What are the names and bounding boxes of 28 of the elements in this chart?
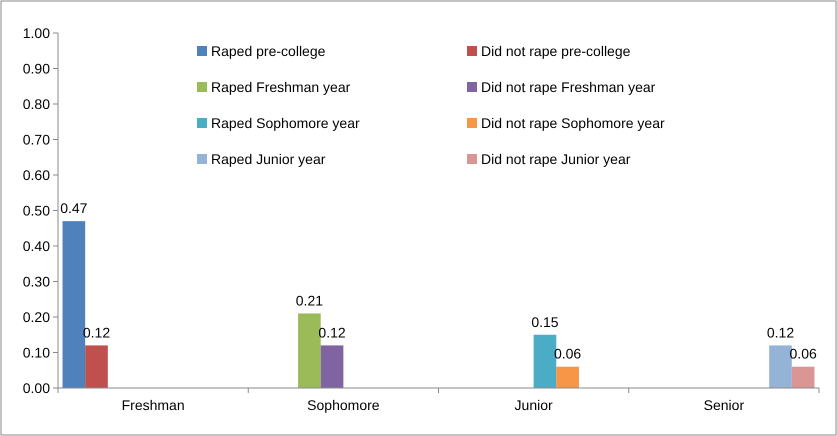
y-tick-label: 0.70 (22, 131, 50, 148)
x-tick-label: Freshman (122, 397, 185, 413)
legend-label: Did not rape pre-college (481, 42, 631, 59)
x-tick-label: Sophomore (307, 397, 380, 413)
legend-label: Did not rape Sophomore year (481, 114, 665, 131)
y-tick-label: 0.00 (22, 380, 50, 396)
legend-label: Did not rape Freshman year (481, 78, 656, 95)
y-tick-label: 0.80 (22, 96, 50, 112)
data-label: 0.12 (766, 324, 794, 340)
y-tick-label: 0.40 (22, 238, 50, 254)
data-label: 0.15 (531, 314, 559, 330)
legend-label: Did not rape Junior year (481, 150, 631, 167)
x-tick-label: Senior (704, 397, 744, 413)
legend-label: Raped Junior year (211, 150, 326, 167)
y-tick-label: 0.30 (22, 273, 50, 290)
legend-label: Raped pre-college (211, 42, 326, 59)
y-tick-label: 0.90 (22, 60, 50, 76)
legend-label: Raped Freshman year (211, 78, 351, 95)
data-label: 0.47 (60, 200, 88, 216)
data-label: 0.06 (790, 346, 817, 362)
y-tick-label: 0.20 (22, 308, 50, 325)
y-tick-label: 0.50 (22, 202, 50, 218)
y-tick-label: 0.10 (22, 344, 50, 360)
y-tick-label: 1.00 (22, 24, 50, 41)
y-tick-label: 0.60 (22, 166, 50, 183)
data-label: 0.21 (296, 292, 324, 308)
legend-label: Raped Sophomore year (211, 114, 360, 131)
x-tick-label: Junior (514, 397, 554, 413)
